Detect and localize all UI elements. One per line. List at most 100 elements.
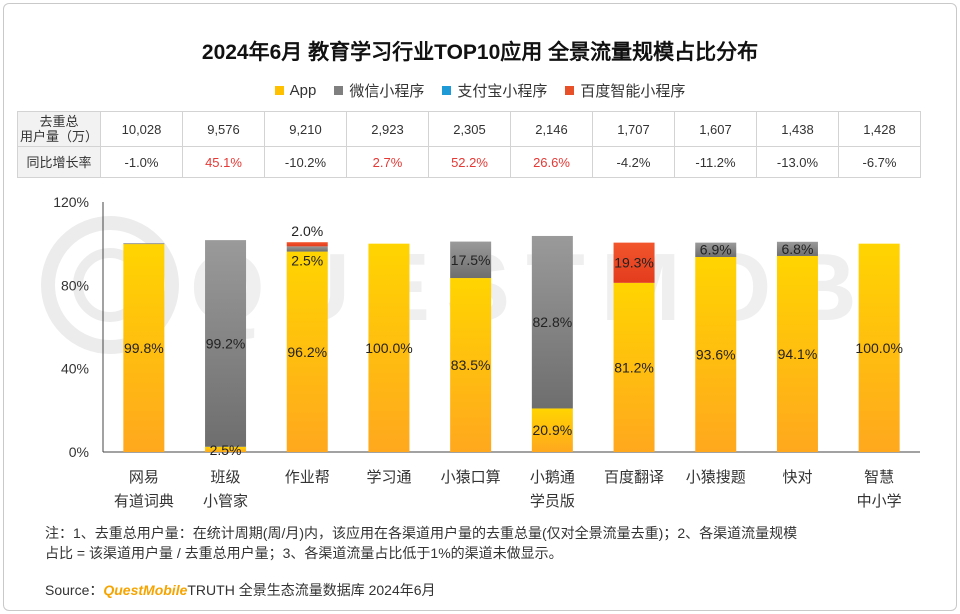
x-tick-label: 有道词典 <box>114 493 174 510</box>
data-label: 2.5% <box>291 253 323 269</box>
growth-cell: 45.1% <box>182 146 265 178</box>
legend-swatch <box>274 86 284 95</box>
source-line: Source：QuestMobileTRUTH 全景生态流量数据库 2024年6… <box>45 580 436 600</box>
data-label: 6.9% <box>700 242 732 258</box>
footnote: 注：1、去重总用户量：在统计周期(周/月)内，该应用在各渠道用户量的去重总量(仅… <box>45 523 925 563</box>
legend-swatch <box>565 86 575 95</box>
source-suffix: TRUTH 全景生态流量数据库 2024年6月 <box>187 582 436 598</box>
x-tick-label: 智慧 <box>864 468 894 486</box>
users-row-header-line1: 去重总 <box>39 114 79 129</box>
y-tick-label: 40% <box>61 361 89 377</box>
bar-segment-微信小程序 <box>695 242 737 257</box>
bar-segment-微信小程序 <box>205 240 247 447</box>
bar-segment-App <box>858 243 900 452</box>
data-label: 100.0% <box>855 340 902 356</box>
y-tick-label: 0% <box>69 444 89 460</box>
data-label: 20.9% <box>532 422 572 438</box>
chart-frame <box>3 3 957 611</box>
users-cell: 9,210 <box>264 111 347 147</box>
footnote-line2: 占比 = 该渠道用户量 / 去重总用户量；3、各渠道流量占比低于1%的渠道未做显… <box>45 545 563 561</box>
x-tick-label: 作业帮 <box>285 469 330 486</box>
legend-item: App <box>274 80 317 101</box>
bar-segment-微信小程序 <box>123 243 165 245</box>
growth-cell: -1.0% <box>100 146 183 178</box>
x-tick-label: 学员版 <box>530 493 575 510</box>
data-label: 81.2% <box>614 359 654 375</box>
data-label: 99.8% <box>124 340 164 356</box>
growth-cell: -4.2% <box>592 146 675 178</box>
bar-segment-微信小程序 <box>286 246 328 252</box>
bar-segment-百度智能小程序 <box>286 242 328 247</box>
x-tick-label: 班级 <box>211 469 241 486</box>
data-label: 94.1% <box>778 346 818 362</box>
legend-item: 百度智能小程序 <box>565 80 685 101</box>
users-cell: 9,576 <box>182 111 265 147</box>
x-tick-label: 网易 <box>129 469 159 486</box>
bar-segment-微信小程序 <box>776 241 818 256</box>
data-label: 2.5% <box>210 442 242 458</box>
bar-segment-App <box>286 251 328 452</box>
x-tick-label: 百度翻译 <box>604 469 664 486</box>
data-label: 83.5% <box>451 357 491 373</box>
y-tick-label: 80% <box>61 277 89 293</box>
growth-row-header: 同比增长率 <box>17 146 101 178</box>
x-tick-label: 学习通 <box>366 469 411 486</box>
growth-row: 同比增长率 -1.0% 45.1% -10.2% 2.7% 52.2% 26.6% -4.2… <box>17 146 921 178</box>
data-label: 82.8% <box>532 314 572 330</box>
x-tick-label: 小猿搜题 <box>686 469 746 486</box>
data-label: 93.6% <box>696 347 736 363</box>
users-cell: 1,428 <box>838 111 921 147</box>
bar-segment-App <box>450 278 492 452</box>
users-cell: 1,707 <box>592 111 675 147</box>
users-cell: 1,438 <box>756 111 839 147</box>
bar-segment-微信小程序 <box>450 241 492 279</box>
legend-label: App <box>289 82 317 99</box>
legend-swatch <box>334 86 344 95</box>
x-tick-label: 小猿口算 <box>441 468 501 486</box>
footnote-line1: 注：1、去重总用户量：在统计周期(周/月)内，该应用在各渠道用户量的去重总量(仅… <box>45 525 798 541</box>
growth-cell: -11.2% <box>674 146 757 178</box>
growth-cell: -10.2% <box>264 146 347 178</box>
chart-title: 2024年6月 教育学习行业TOP10应用 全景流量规模占比分布 <box>201 41 759 64</box>
x-tick-label: 中小学 <box>857 493 902 510</box>
users-cell: 2,305 <box>428 111 511 147</box>
data-label: 6.8% <box>781 241 813 257</box>
bar-segment-App <box>695 257 737 452</box>
users-cell: 10,028 <box>100 111 183 147</box>
source-prefix: Source： <box>45 582 104 598</box>
y-tick-label: 120% <box>53 194 89 210</box>
users-cell: 2,923 <box>346 111 429 147</box>
source-brand: QuestMobile <box>103 582 188 598</box>
legend-label: 百度智能小程序 <box>580 83 686 100</box>
bar-segment-App <box>368 243 410 452</box>
users-row-header-line2: 用户量（万） <box>19 129 98 144</box>
x-tick-label: 快对 <box>782 469 812 486</box>
data-label: 99.2% <box>206 335 246 351</box>
users-row: 去重总 用户量（万） 10,028 9,576 9,210 2,923 2,305 2,1… <box>17 111 921 147</box>
bar-segment-App <box>123 244 165 452</box>
growth-cell: -6.7% <box>838 146 921 178</box>
legend-item: 支付宝小程序 <box>442 80 547 101</box>
users-row-header: 去重总 用户量（万） <box>17 111 101 147</box>
legend: App 微信小程序 支付宝小程序 百度智能小程序 <box>0 80 960 101</box>
bar-segment-App <box>776 255 818 452</box>
bar-segment-App <box>531 408 573 452</box>
bar-segment-百度智能小程序 <box>613 242 655 283</box>
users-cell: 1,607 <box>674 111 757 147</box>
growth-cell: 2.7% <box>346 146 429 178</box>
stats-table: 去重总 用户量（万） 10,028 9,576 9,210 2,923 2,305 2,1… <box>17 111 921 178</box>
data-label: 19.3% <box>614 255 654 271</box>
data-label: 17.5% <box>451 252 491 268</box>
x-tick-label: 小管家 <box>203 493 248 510</box>
growth-cell: 26.6% <box>510 146 593 178</box>
bar-segment-App <box>205 446 247 452</box>
data-label: 96.2% <box>287 344 327 360</box>
bar-segment-微信小程序 <box>531 235 573 409</box>
users-cell: 2,146 <box>510 111 593 147</box>
data-label: 2.0% <box>291 223 323 239</box>
legend-swatch <box>442 86 452 95</box>
legend-item: 微信小程序 <box>334 80 424 101</box>
x-tick-label: 小鹅通 <box>530 469 575 486</box>
data-label: 100.0% <box>365 340 412 356</box>
